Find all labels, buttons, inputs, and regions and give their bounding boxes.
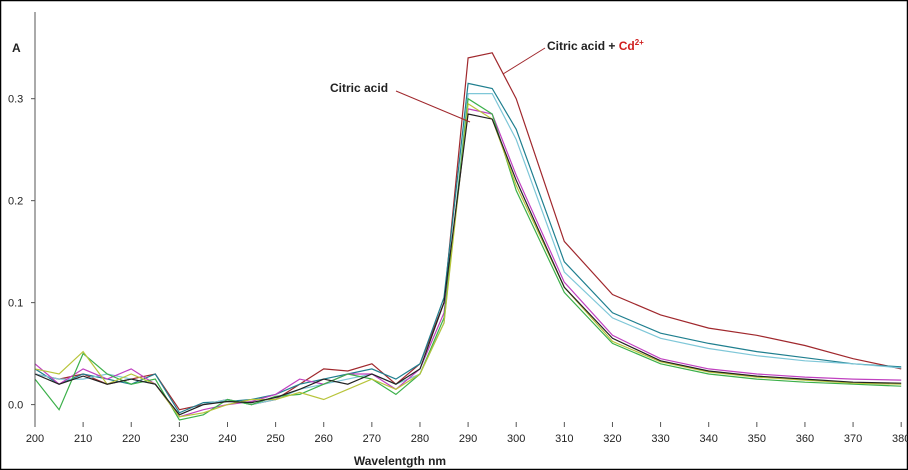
series-line <box>35 113 902 416</box>
x-tick-label: 200 <box>26 433 44 445</box>
x-tick-label: 380 <box>892 433 908 445</box>
y-tick-label: 0.0 <box>8 400 23 412</box>
x-tick-label: 370 <box>844 433 862 445</box>
x-tick-label: 210 <box>74 433 92 445</box>
x-tick-label: 280 <box>411 433 429 445</box>
x-tick-label: 260 <box>315 433 333 445</box>
y-tick-label: 0.1 <box>8 298 23 310</box>
x-tick-label: 330 <box>651 433 669 445</box>
x-tick-label: 250 <box>266 433 284 445</box>
annotation: Citric acid + Cd2+ <box>547 38 644 53</box>
annotation: Citric acid <box>330 81 388 95</box>
x-tick-label: 220 <box>122 433 140 445</box>
plot-area <box>35 52 902 421</box>
series-line <box>35 82 902 414</box>
x-tick-label: 310 <box>555 433 573 445</box>
annotation-ion: Cd <box>619 39 635 53</box>
x-tick-label: 300 <box>507 433 525 445</box>
x-tick-label: 240 <box>218 433 236 445</box>
x-tick-label: 350 <box>748 433 766 445</box>
x-tick-label: 340 <box>700 433 718 445</box>
series-line <box>35 52 902 411</box>
x-tick-label: 320 <box>603 433 621 445</box>
x-tick-label: 270 <box>363 433 381 445</box>
x-tick-label: 290 <box>459 433 477 445</box>
y-tick-label: 0.2 <box>8 196 23 208</box>
annotation-arrow <box>502 47 546 75</box>
annotation-text: Citric acid + <box>547 39 619 53</box>
y-axis-label: A <box>12 41 21 55</box>
x-tick-label: 230 <box>170 433 188 445</box>
annotation-charge: 2+ <box>635 38 644 47</box>
x-axis-label: Wavelentgth nm <box>354 454 446 468</box>
series-line <box>35 102 902 418</box>
annotation-arrow <box>395 90 471 123</box>
x-tick-label: 360 <box>796 433 814 445</box>
y-tick-label: 0.3 <box>8 94 23 106</box>
